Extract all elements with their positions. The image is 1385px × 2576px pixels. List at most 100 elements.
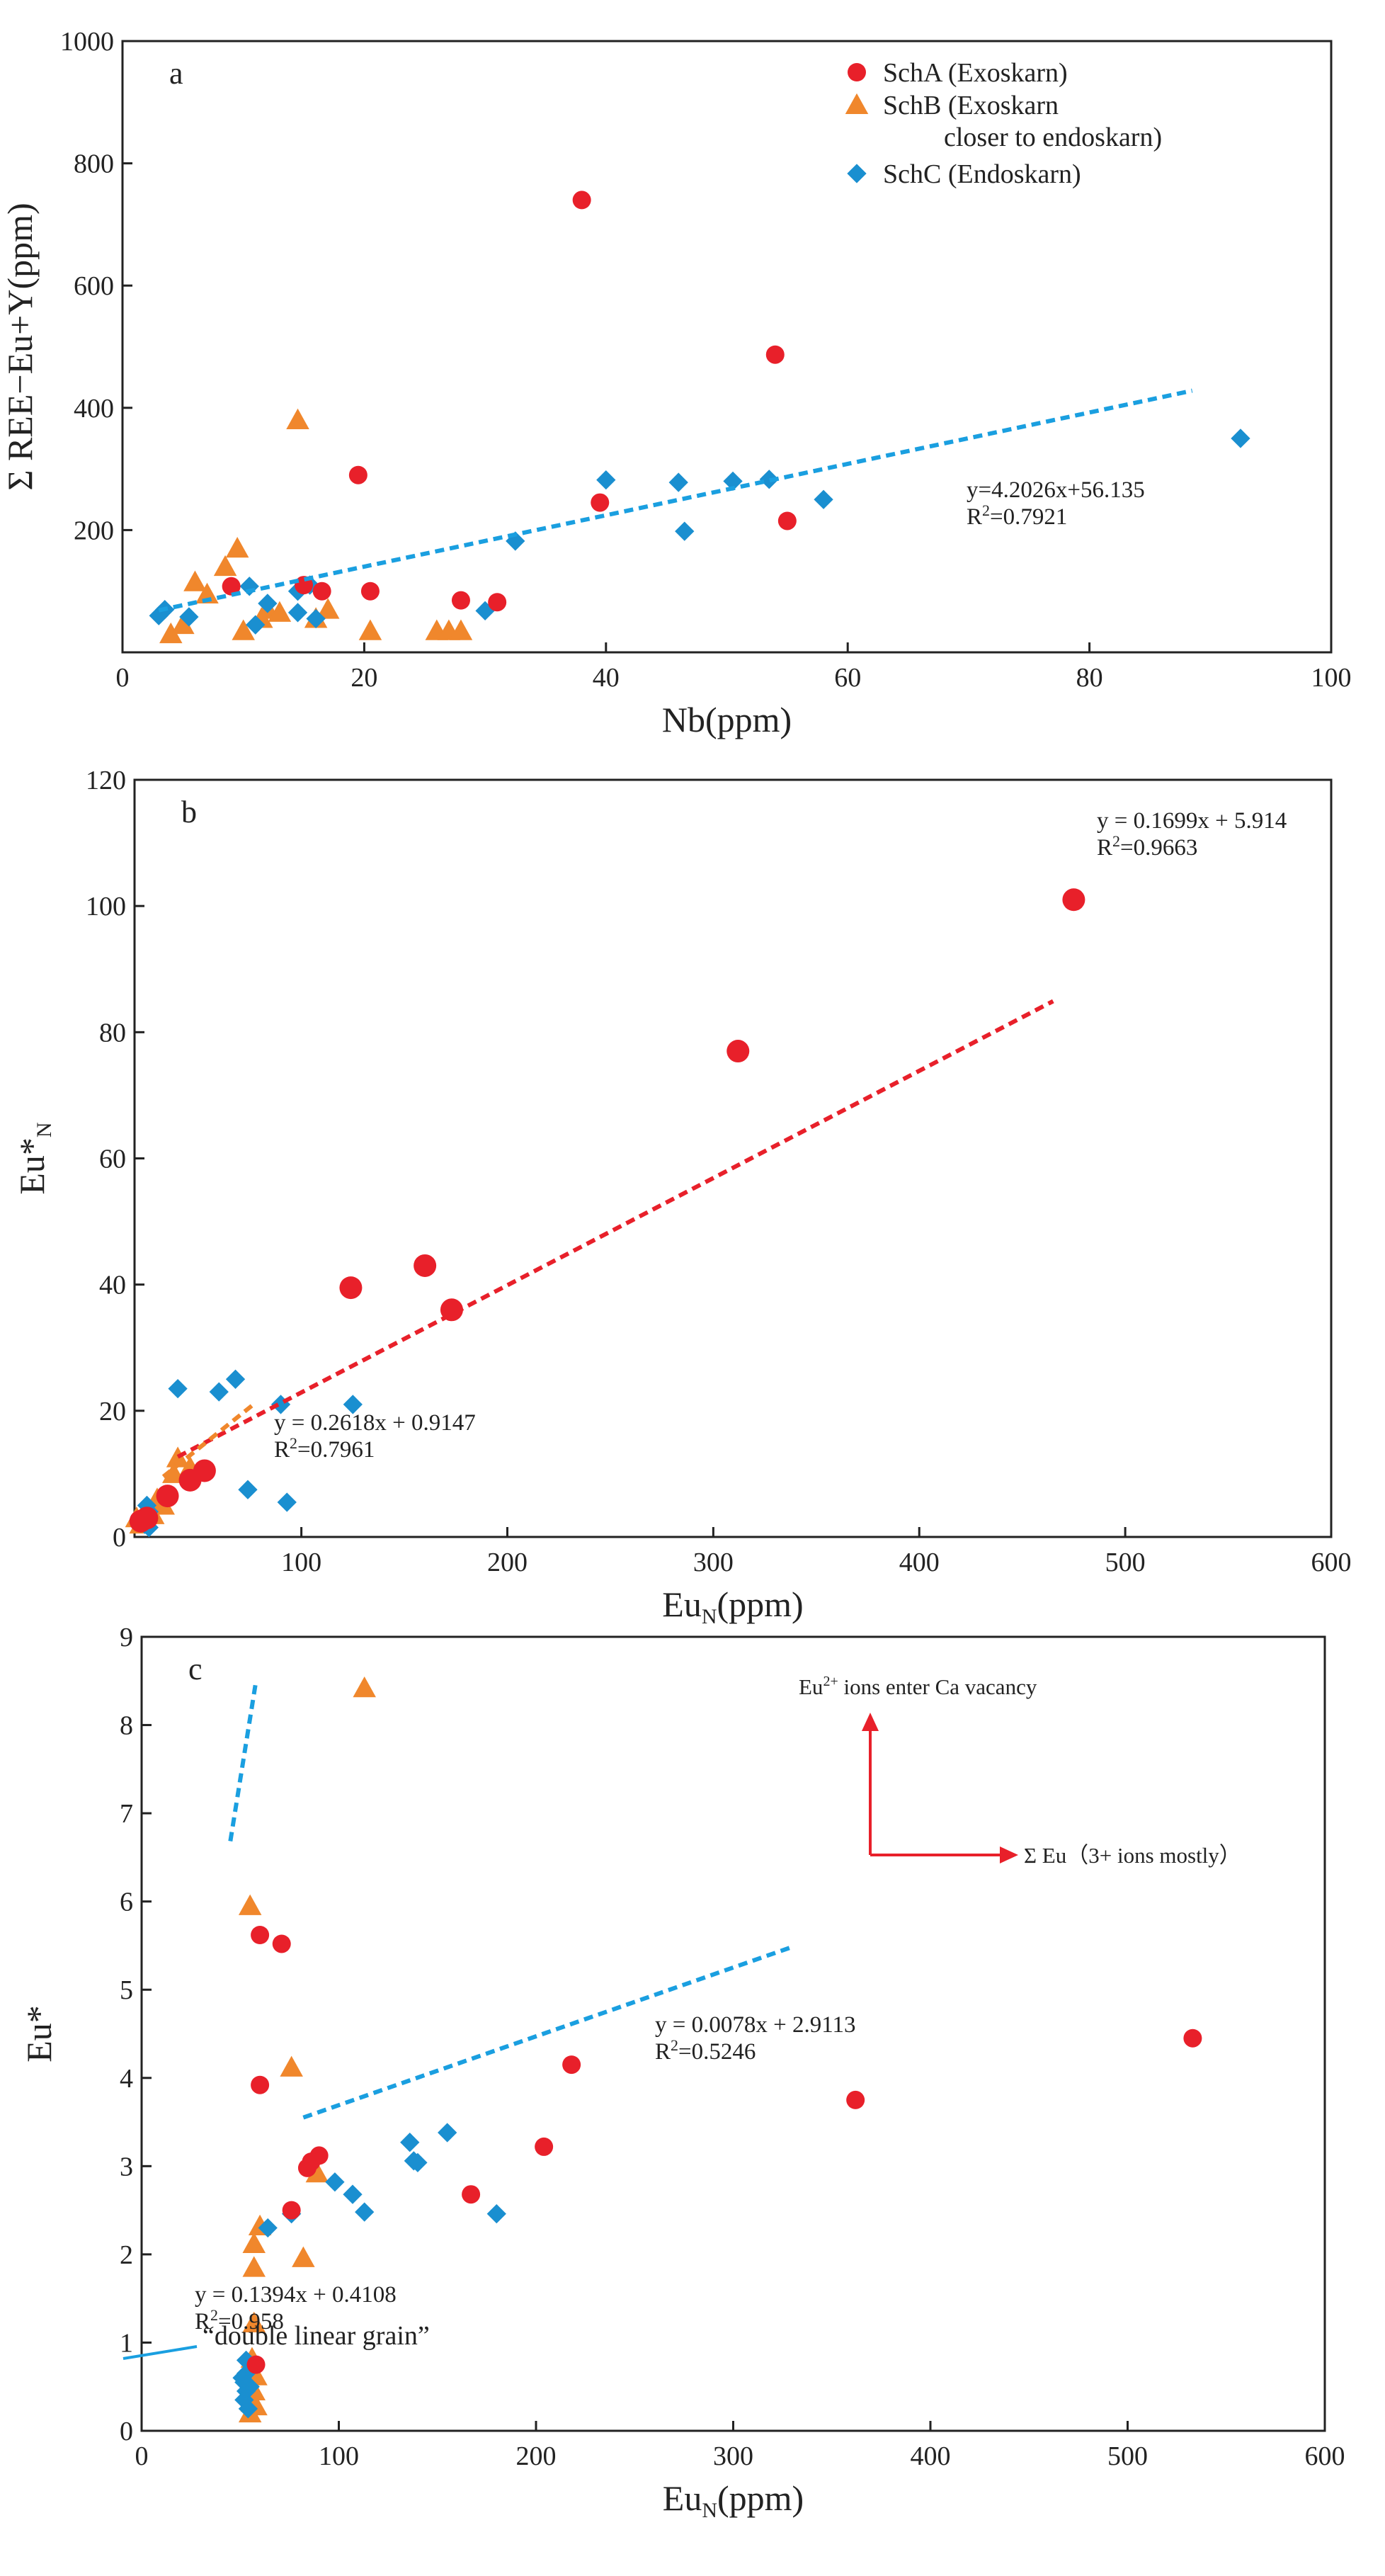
chart-panel-a: 0 20 40 60 80 100 200 400 600 800 1000 Nb(ppm) Σ REE… (0, 27, 1352, 739)
data-point (726, 1040, 750, 1063)
x-tick-label: 100 (281, 1548, 321, 1577)
x-tick-label: 400 (899, 1548, 940, 1577)
data-point (777, 511, 797, 530)
panel-letter: b (181, 795, 197, 829)
data-point (343, 2184, 363, 2204)
data-point (272, 1934, 291, 1953)
y-axis-label: Σ REE−Eu+Y(ppm) (0, 203, 40, 490)
arrow-up-label: Eu2+ ions enter Ca vacancy (799, 1674, 1037, 1699)
x-tick-label: 0 (116, 663, 130, 693)
data-point (286, 408, 309, 430)
data-point (280, 2055, 303, 2077)
data-point (270, 1395, 291, 1414)
y-tick-label: 200 (74, 516, 114, 545)
fit-r2: R2=0.7961 (274, 1434, 375, 1463)
fit-r2: R2=0.958 (195, 2306, 284, 2334)
data-point (535, 2137, 554, 2156)
x-tick-label: 500 (1105, 1548, 1146, 1577)
x-tick-label: 500 (1107, 2441, 1148, 2471)
eu-arrows (862, 1713, 1018, 1863)
y-tick-label: 60 (99, 1145, 126, 1174)
data-point (316, 598, 340, 619)
legend-label-continued: closer to endoskarn) (944, 123, 1162, 152)
data-point (847, 164, 867, 183)
data-point (400, 2133, 420, 2152)
arrow-up-head (862, 1713, 879, 1731)
data-point (358, 619, 382, 640)
series-SchA (222, 191, 797, 612)
data-point (242, 2311, 266, 2333)
y-tick-label: 9 (120, 1623, 133, 1652)
y-tick-label: 80 (99, 1018, 126, 1048)
trend-line (302, 1944, 794, 2120)
data-point (225, 537, 249, 558)
data-point (759, 470, 779, 489)
data-point (1183, 2029, 1202, 2048)
fit-equation: y = 0.1699x + 5.914 (1097, 808, 1287, 834)
data-point (723, 471, 743, 492)
legend-label: SchC (Endoskarn) (883, 159, 1081, 189)
data-point (562, 2055, 581, 2075)
data-point (159, 622, 183, 644)
data-point (297, 2158, 317, 2177)
series-SchA (246, 1925, 1202, 2374)
y-tick-label: 7 (120, 1799, 133, 1829)
data-point (179, 607, 199, 627)
data-point (360, 581, 380, 601)
chart-panel-c: 0 100 200 300 400 500 600 0 1 2 3 4 5 6 7 8 9 EuN(ppm) Eu*… (19, 1623, 1345, 2522)
fit-equation: y = 0.0078x + 2.9113 (655, 2012, 856, 2038)
grain-label: “double linear grain” (203, 2321, 430, 2351)
series-SchA (129, 888, 1085, 1533)
data-point (236, 2350, 256, 2371)
data-point (1062, 888, 1085, 912)
fit-equation: y = 0.2618x + 0.9147 (274, 1410, 476, 1436)
data-point (846, 2090, 865, 2109)
fit-r2: R2=0.5246 (655, 2036, 756, 2065)
y-tick-label: 100 (86, 892, 126, 921)
fit-equation: y=4.2026x+56.135 (967, 477, 1145, 503)
fit-r2: R2=0.9663 (1097, 832, 1197, 861)
data-point (765, 345, 785, 364)
trend-line (176, 999, 1054, 1459)
data-point (408, 2152, 428, 2173)
x-tick-label: 80 (1076, 663, 1103, 693)
y-axis-label: Eu* (19, 2005, 59, 2062)
x-tick-label: 100 (1311, 663, 1352, 693)
data-point (238, 1480, 258, 1499)
data-point (438, 2123, 457, 2143)
data-point (486, 2203, 506, 2224)
data-point (232, 2368, 252, 2388)
y-tick-label: 2 (120, 2240, 133, 2270)
y-tick-label: 120 (86, 766, 126, 795)
data-point (251, 1925, 270, 1944)
y-tick-label: 5 (120, 1975, 133, 2005)
data-point (225, 1369, 246, 1389)
x-tick-label: 40 (593, 663, 620, 693)
y-tick-label: 40 (99, 1271, 126, 1300)
data-point (305, 2162, 329, 2183)
y-tick-label: 1 (120, 2328, 133, 2358)
data-point (277, 1492, 297, 1512)
data-point (258, 594, 278, 613)
x-tick-label: 300 (713, 2441, 753, 2471)
data-point (156, 1485, 179, 1508)
legend: SchA (Exoskarn) SchB (Exoskarn closer to e… (845, 58, 1162, 189)
y-tick-label: 1000 (60, 27, 114, 57)
data-point (183, 570, 207, 591)
data-point (222, 577, 241, 596)
data-point (451, 591, 470, 610)
data-point (355, 2202, 375, 2222)
data-point (339, 1276, 363, 1300)
data-point (591, 493, 610, 512)
x-tick-label: 600 (1305, 2441, 1345, 2471)
data-point (268, 601, 292, 622)
data-point (343, 1395, 363, 1414)
y-tick-label: 0 (120, 2417, 133, 2446)
data-point (675, 521, 695, 541)
x-tick-label: 100 (319, 2441, 359, 2471)
y-tick-label: 800 (74, 149, 114, 179)
data-point (135, 1507, 159, 1530)
data-point (246, 615, 266, 635)
